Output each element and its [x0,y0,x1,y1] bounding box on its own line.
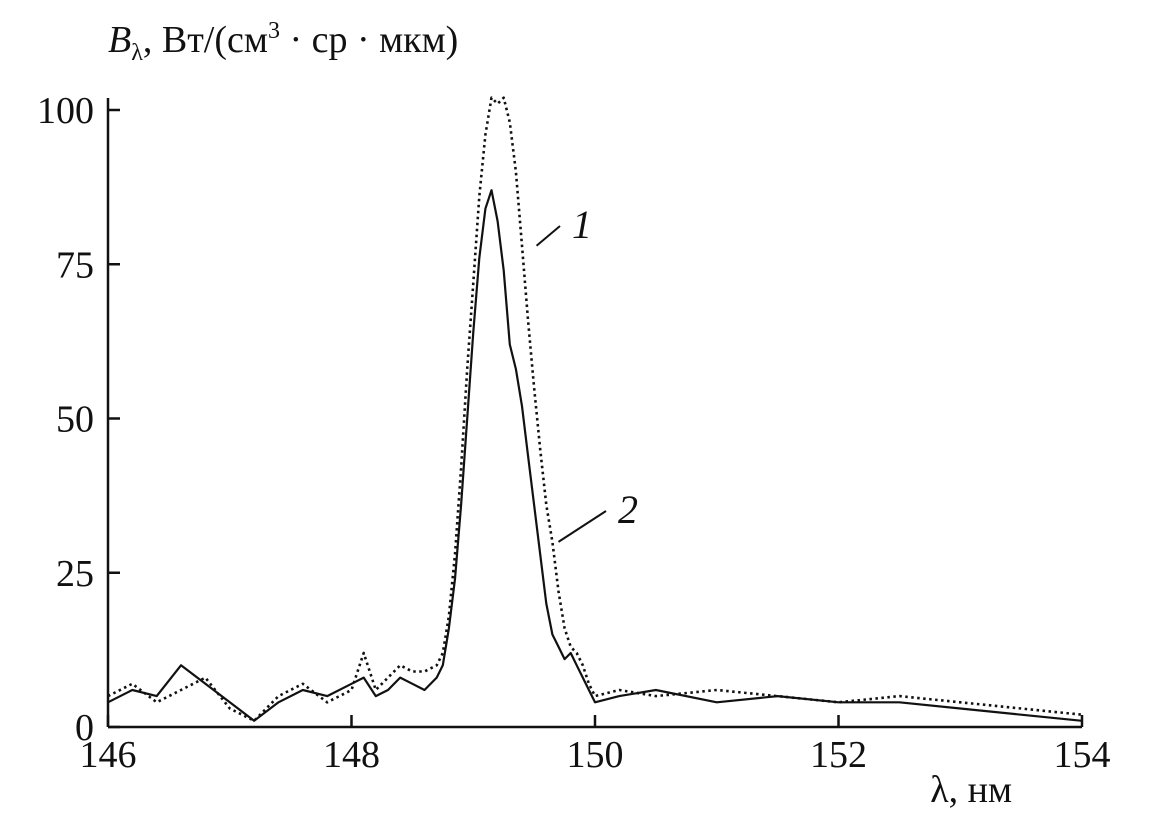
ticks: 146 148 150 152 154 0 25 50 75 100 [37,90,1111,776]
y-tick-label: 25 [56,553,94,595]
y-axis-label: Bλ, Вт/(см3 · ср · мкм) [108,18,458,67]
curve-label-2: 2 [618,487,638,532]
leader-line-2 [557,510,607,543]
x-tick-label: 146 [80,734,137,776]
series-group [107,96,1083,723]
y-tick-label: 50 [56,399,94,441]
y-axis-subscript: λ [131,40,143,66]
y-tick-label: 0 [75,707,94,749]
leader-line-1 [535,225,561,247]
y-axis-units-post: · ср · мкм) [279,19,459,61]
y-axis-symbol: B [108,19,132,61]
curve-label-1: 1 [572,202,592,247]
series-1-line [107,96,1083,723]
x-tick-label: 152 [810,734,867,776]
series-2-line [107,189,1083,722]
y-tick-label: 100 [37,90,94,132]
annotations: 12 [535,202,638,543]
y-tick-label: 75 [56,244,94,286]
x-tick-label: 150 [567,734,624,776]
x-tick-label: 154 [1054,734,1111,776]
y-axis-units-sup: 3 [267,18,280,44]
x-axis-label: λ, нм [930,769,1012,811]
y-axis-units-pre: , Вт/(см [142,19,268,61]
x-tick-label: 148 [323,734,380,776]
axes [106,98,1082,729]
